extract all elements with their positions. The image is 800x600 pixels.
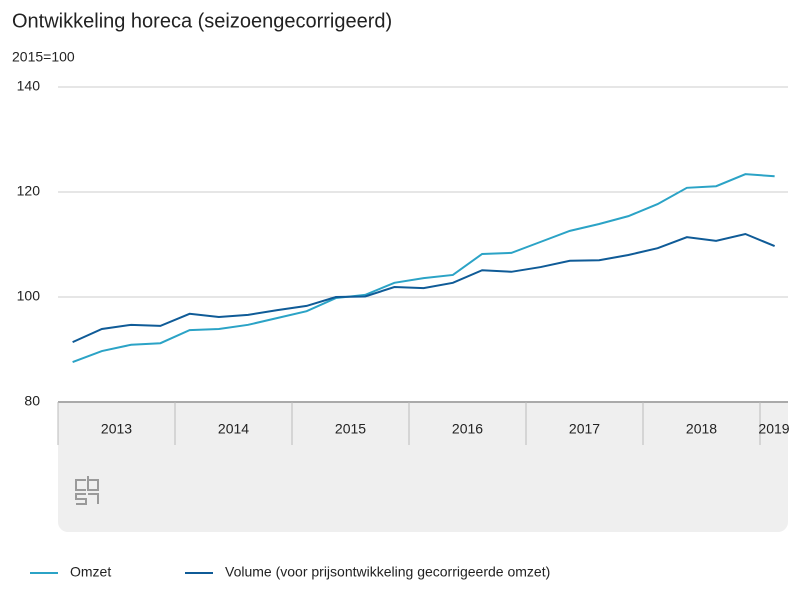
- legend-label: Omzet: [70, 564, 111, 580]
- x-tick-label: 2015: [335, 421, 366, 437]
- x-tick-label: 2013: [101, 421, 132, 437]
- series-line: [72, 173, 775, 364]
- axis-band: [58, 403, 788, 532]
- logo: [75, 476, 99, 505]
- chart-subtitle: 2015=100: [12, 49, 75, 65]
- y-tick-label: 120: [17, 183, 41, 199]
- x-tick-label: 2019: [758, 421, 789, 437]
- x-tick-label: 2018: [686, 421, 717, 437]
- x-tick-label: 2016: [452, 421, 483, 437]
- series-line: [72, 232, 776, 344]
- y-tick-label: 140: [17, 78, 41, 94]
- chart-title: Ontwikkeling horeca (seizoengecorrigeerd…: [12, 10, 392, 32]
- x-tick-label: 2017: [569, 421, 600, 437]
- y-tick-label: 80: [24, 393, 40, 409]
- x-tick-label: 2014: [218, 421, 249, 437]
- legend-label: Volume (voor prijsontwikkeling gecorrige…: [225, 564, 550, 580]
- y-tick-label: 100: [17, 288, 41, 304]
